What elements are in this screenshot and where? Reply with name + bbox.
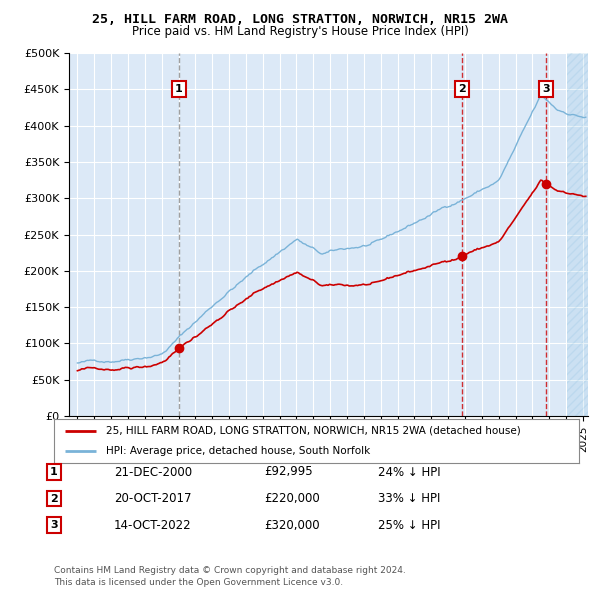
Text: 33% ↓ HPI: 33% ↓ HPI: [378, 492, 440, 505]
Text: £320,000: £320,000: [264, 519, 320, 532]
Text: 21-DEC-2000: 21-DEC-2000: [114, 466, 192, 478]
Text: 24% ↓ HPI: 24% ↓ HPI: [378, 466, 440, 478]
Text: Price paid vs. HM Land Registry's House Price Index (HPI): Price paid vs. HM Land Registry's House …: [131, 25, 469, 38]
Text: 20-OCT-2017: 20-OCT-2017: [114, 492, 191, 505]
Text: Contains HM Land Registry data © Crown copyright and database right 2024.
This d: Contains HM Land Registry data © Crown c…: [54, 566, 406, 587]
Text: 25% ↓ HPI: 25% ↓ HPI: [378, 519, 440, 532]
Text: 1: 1: [50, 467, 58, 477]
Text: 3: 3: [50, 520, 58, 530]
Text: £220,000: £220,000: [264, 492, 320, 505]
Text: 1: 1: [175, 84, 182, 94]
Text: £92,995: £92,995: [264, 466, 313, 478]
Text: HPI: Average price, detached house, South Norfolk: HPI: Average price, detached house, Sout…: [107, 446, 371, 456]
Text: 14-OCT-2022: 14-OCT-2022: [114, 519, 191, 532]
Text: 25, HILL FARM ROAD, LONG STRATTON, NORWICH, NR15 2WA: 25, HILL FARM ROAD, LONG STRATTON, NORWI…: [92, 13, 508, 26]
Bar: [568, 53, 588, 416]
Text: 2: 2: [50, 494, 58, 503]
Text: 3: 3: [542, 84, 550, 94]
Text: 2: 2: [458, 84, 466, 94]
Text: 25, HILL FARM ROAD, LONG STRATTON, NORWICH, NR15 2WA (detached house): 25, HILL FARM ROAD, LONG STRATTON, NORWI…: [107, 426, 521, 436]
